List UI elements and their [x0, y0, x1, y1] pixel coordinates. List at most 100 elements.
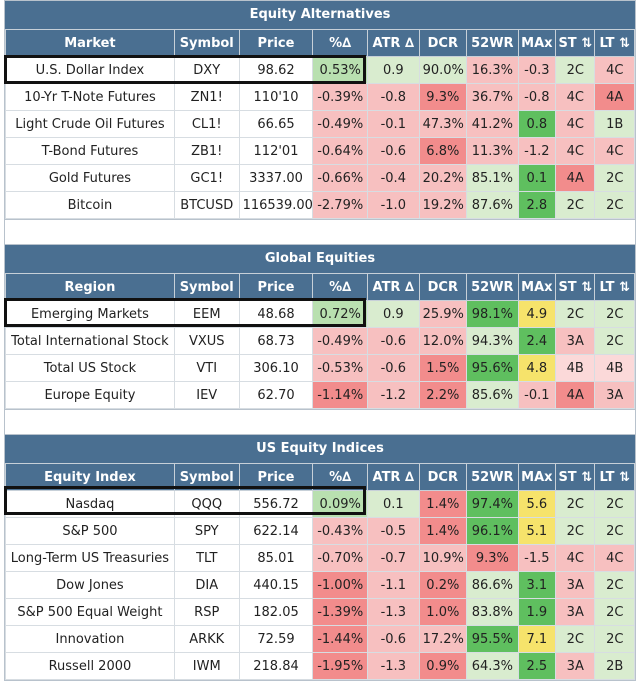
table-row[interactable]: Bitcoin BTCUSD 116539.00 -2.79% -1.0 19.2% 87.…: [5, 191, 635, 219]
cell-symbol: EEM: [173, 300, 240, 328]
table-row[interactable]: U.S. Dollar Index DXY 98.62 0.53% 0.9 90.0% 16…: [5, 56, 635, 84]
cell-dcr: 0.2%: [418, 571, 468, 599]
column-header-pct-change[interactable]: %∆: [312, 29, 368, 57]
column-header-max[interactable]: MAx: [517, 273, 557, 301]
column-header-pct-change[interactable]: %∆: [312, 273, 368, 301]
cell-max: -0.8: [517, 83, 557, 111]
column-header-dcr[interactable]: DCR: [418, 273, 468, 301]
table-row[interactable]: Dow Jones DIA 440.15 -1.00% -1.1 0.2% 86.6% 3.1…: [5, 571, 635, 599]
column-header-price[interactable]: Price: [238, 463, 314, 491]
cell-52wr: 85.1%: [466, 164, 519, 192]
cell-lt: 2C: [594, 598, 635, 626]
cell-price: 48.68: [238, 300, 314, 328]
cell-52wr: 11.3%: [466, 137, 519, 165]
cell-lt: 4C: [594, 544, 635, 572]
table-row[interactable]: Total International Stock VXUS 68.73 -0.49%…: [5, 327, 635, 355]
cell-symbol: CL1!: [173, 110, 240, 138]
cell-st: 3A: [555, 571, 596, 599]
column-header-atr-change[interactable]: ATR ∆: [367, 463, 420, 491]
column-header-symbol[interactable]: Symbol: [173, 273, 240, 301]
column-header-52wr[interactable]: 52WR: [466, 463, 519, 491]
column-header-lt[interactable]: LT ⇅: [594, 273, 635, 301]
header-row: Region Symbol Price %∆ ATR ∆ DCR 52WR MAx ST ⇅ LT…: [5, 273, 635, 301]
cell-st: 2C: [555, 490, 596, 518]
column-header-market[interactable]: Region: [5, 273, 175, 301]
cell-52wr: 94.3%: [466, 327, 519, 355]
table-row[interactable]: Europe Equity IEV 62.70 -1.14% -1.2 2.2% 85.6%…: [5, 381, 635, 409]
column-header-symbol[interactable]: Symbol: [173, 29, 240, 57]
cell-pct-change: -0.66%: [312, 164, 368, 192]
column-header-symbol[interactable]: Symbol: [173, 463, 240, 491]
cell-st: 3A: [555, 652, 596, 680]
column-header-dcr[interactable]: DCR: [418, 463, 468, 491]
table-row[interactable]: Total US Stock VTI 306.10 -0.53% -0.6 1.5% 95.…: [5, 354, 635, 382]
cell-symbol: ARKK: [173, 625, 240, 653]
table-row[interactable]: Gold Futures GC1! 3337.00 -0.66% -0.4 20.2% 85…: [5, 164, 635, 192]
cell-market: Innovation: [5, 625, 175, 653]
cell-price: 182.05: [238, 598, 314, 626]
table-row[interactable]: Light Crude Oil Futures CL1! 66.65 -0.49% -0…: [5, 110, 635, 138]
cell-price: 622.14: [238, 517, 314, 545]
table-row[interactable]: Emerging Markets EEM 48.68 0.72% 0.9 25.9% 98.…: [5, 300, 635, 328]
cell-52wr: 97.4%: [466, 490, 519, 518]
cell-st: 2C: [555, 517, 596, 545]
column-header-price[interactable]: Price: [238, 273, 314, 301]
cell-atr-change: -1.0: [367, 191, 420, 219]
cell-dcr: 10.9%: [418, 544, 468, 572]
cell-52wr: 95.5%: [466, 625, 519, 653]
column-header-pct-change[interactable]: %∆: [312, 463, 368, 491]
column-header-market[interactable]: Equity Index: [5, 463, 175, 491]
dashboard: Equity Alternatives Market Symbol Price %∆ AT…: [4, 0, 636, 681]
cell-market: Emerging Markets: [5, 300, 175, 328]
column-header-lt[interactable]: LT ⇅: [594, 29, 635, 57]
cell-dcr: 1.5%: [418, 354, 468, 382]
cell-market: U.S. Dollar Index: [5, 56, 175, 84]
table-row[interactable]: S&P 500 SPY 622.14 -0.43% -0.5 1.4% 96.1% 5.1 2C…: [5, 517, 635, 545]
cell-max: -0.3: [517, 56, 557, 84]
cell-lt: 2C: [594, 327, 635, 355]
column-header-atr-change[interactable]: ATR ∆: [367, 29, 420, 57]
cell-symbol: BTCUSD: [173, 191, 240, 219]
table-row[interactable]: Long-Term US Treasuries TLT 85.01 -0.70% -0.…: [5, 544, 635, 572]
cell-symbol: VXUS: [173, 327, 240, 355]
cell-market: Long-Term US Treasuries: [5, 544, 175, 572]
cell-price: 116539.00: [238, 191, 314, 219]
section-spacer: [4, 220, 636, 244]
cell-52wr: 36.7%: [466, 83, 519, 111]
cell-market: 10-Yr T-Note Futures: [5, 83, 175, 111]
cell-max: 2.4: [517, 327, 557, 355]
cell-market: Gold Futures: [5, 164, 175, 192]
header-row: Equity Index Symbol Price %∆ ATR ∆ DCR 52WR MAx…: [5, 463, 635, 491]
column-header-dcr[interactable]: DCR: [418, 29, 468, 57]
tables-container: Equity Alternatives Market Symbol Price %∆ AT…: [4, 0, 636, 681]
cell-lt: 2B: [594, 652, 635, 680]
table-row[interactable]: Nasdaq QQQ 556.72 0.09% 0.1 1.4% 97.4% 5.6 2C 2C: [5, 490, 635, 518]
cell-st: 4C: [555, 544, 596, 572]
column-header-max[interactable]: MAx: [517, 29, 557, 57]
cell-price: 62.70: [238, 381, 314, 409]
column-header-atr-change[interactable]: ATR ∆: [367, 273, 420, 301]
cell-price: 85.01: [238, 544, 314, 572]
column-header-st[interactable]: ST ⇅: [555, 29, 596, 57]
cell-lt: 2C: [594, 625, 635, 653]
cell-dcr: 1.4%: [418, 517, 468, 545]
column-header-st[interactable]: ST ⇅: [555, 273, 596, 301]
table-row[interactable]: S&P 500 Equal Weight RSP 182.05 -1.39% -1.3 1…: [5, 598, 635, 626]
column-header-52wr[interactable]: 52WR: [466, 29, 519, 57]
table-row[interactable]: 10-Yr T-Note Futures ZN1! 110'10 -0.39% -0.8…: [5, 83, 635, 111]
column-header-max[interactable]: MAx: [517, 463, 557, 491]
column-header-st[interactable]: ST ⇅: [555, 463, 596, 491]
table-row[interactable]: T-Bond Futures ZB1! 112'01 -0.64% -0.6 6.8% 11…: [5, 137, 635, 165]
column-header-lt[interactable]: LT ⇅: [594, 463, 635, 491]
cell-price: 112'01: [238, 137, 314, 165]
column-header-market[interactable]: Market: [5, 29, 175, 57]
table-row[interactable]: Russell 2000 IWM 218.84 -1.95% -1.3 0.9% 64.3%…: [5, 652, 635, 680]
cell-dcr: 20.2%: [418, 164, 468, 192]
table-row[interactable]: Innovation ARKK 72.59 -1.44% -0.6 17.2% 95.5% 7…: [5, 625, 635, 653]
cell-52wr: 85.6%: [466, 381, 519, 409]
cell-pct-change: -0.64%: [312, 137, 368, 165]
cell-52wr: 95.6%: [466, 354, 519, 382]
column-header-price[interactable]: Price: [238, 29, 314, 57]
cell-symbol: IWM: [173, 652, 240, 680]
column-header-52wr[interactable]: 52WR: [466, 273, 519, 301]
